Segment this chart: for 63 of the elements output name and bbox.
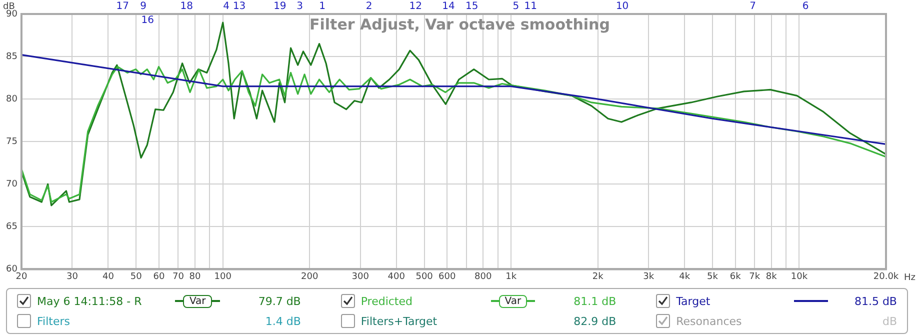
x-tick-label: 500 bbox=[416, 272, 434, 282]
y-tick-label: 80 bbox=[6, 94, 18, 104]
text: Resonances bbox=[675, 314, 743, 328]
text: 15 bbox=[466, 1, 478, 13]
annotation: 16 bbox=[141, 15, 154, 27]
text: Target bbox=[675, 294, 712, 308]
text: 11 bbox=[524, 1, 538, 13]
x-tick-label: 20 bbox=[16, 272, 28, 282]
x-tick-label: 1k bbox=[506, 272, 518, 282]
text: 12 bbox=[409, 1, 422, 13]
text: 19 bbox=[274, 1, 286, 13]
text: 1.4 dB bbox=[264, 314, 301, 328]
text: 13 bbox=[232, 1, 246, 13]
x-tick-label: 400 bbox=[388, 272, 406, 282]
x-tick-label: 8k bbox=[766, 272, 778, 282]
text: 81.1 dB bbox=[572, 294, 616, 308]
y-tick-label: 60 bbox=[6, 264, 18, 275]
x-tick-label: 30 bbox=[66, 272, 78, 282]
text: 14 bbox=[442, 1, 455, 13]
y-tick-label: 85 bbox=[6, 52, 18, 62]
text: 81.5 dB bbox=[853, 294, 897, 308]
x-tick-label: 200 bbox=[301, 272, 318, 282]
y-tick-label: 70 bbox=[6, 179, 18, 190]
x-tick-label: 600 bbox=[438, 272, 456, 282]
x-tick-label: 40 bbox=[102, 272, 114, 282]
text: 7 bbox=[750, 1, 756, 13]
text: 18 bbox=[180, 1, 193, 13]
x-tick-label: 2k bbox=[592, 272, 604, 282]
x-tick-label: 6k bbox=[730, 272, 742, 282]
text: 4 bbox=[223, 1, 230, 13]
chart-title: Filter Adjust, Var octave smoothing bbox=[310, 15, 610, 34]
x-tick-label: 70 bbox=[172, 272, 184, 282]
text: Filters bbox=[36, 314, 71, 328]
x-tick-label: 20.0k bbox=[873, 272, 900, 282]
text: 10 bbox=[616, 1, 629, 13]
text: 6 bbox=[802, 1, 809, 13]
y-tick-label: 65 bbox=[6, 222, 18, 232]
x-tick-label: 10k bbox=[790, 272, 808, 282]
x-tick-label: 60 bbox=[153, 272, 165, 282]
text: 2 bbox=[366, 1, 372, 13]
text: May 6 14:11:58 - R bbox=[36, 294, 143, 308]
text: 9 bbox=[140, 1, 147, 13]
x-tick-label: 100 bbox=[214, 272, 232, 282]
x-tick-label: 5k bbox=[707, 272, 719, 282]
y-tick-label: 90 bbox=[6, 9, 18, 20]
text: 17 bbox=[116, 1, 129, 13]
x-tick-label: 80 bbox=[189, 272, 201, 282]
x-tick-label: 7k bbox=[749, 272, 761, 282]
x-tick-label: 50 bbox=[130, 272, 142, 282]
text: 5 bbox=[512, 1, 520, 13]
x-tick-label: 300 bbox=[352, 272, 370, 282]
text: 1 bbox=[319, 1, 326, 13]
y-tick-label: 75 bbox=[6, 136, 18, 147]
text: 79.7 dB bbox=[257, 294, 301, 308]
text: dB bbox=[881, 314, 897, 328]
text: 3 bbox=[296, 1, 304, 13]
x-tick-label: 800 bbox=[474, 272, 492, 282]
x-axis-title: Hz bbox=[904, 273, 916, 284]
x-tick-label: 4k bbox=[679, 272, 691, 282]
text: 82.9 dB bbox=[572, 314, 616, 328]
x-tick-label: 3k bbox=[643, 272, 655, 282]
text: Filters+Target bbox=[360, 314, 438, 328]
text: Predicted bbox=[360, 294, 414, 308]
